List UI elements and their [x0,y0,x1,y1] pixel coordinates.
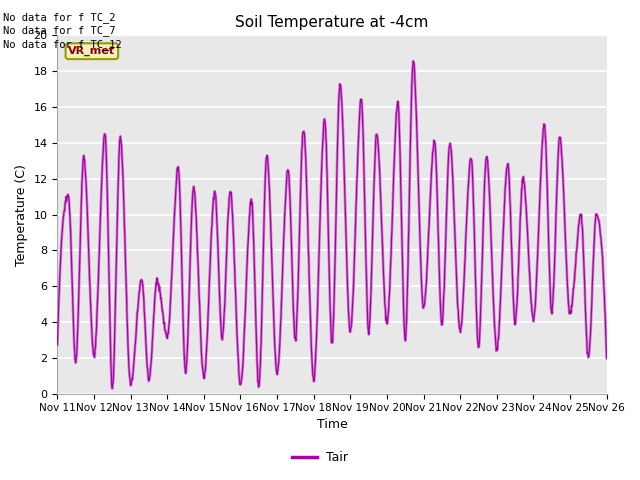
Text: No data for f TC_12: No data for f TC_12 [3,39,122,50]
Legend: Tair: Tair [287,446,353,469]
Text: VR_met: VR_met [68,46,115,56]
X-axis label: Time: Time [317,419,348,432]
Y-axis label: Temperature (C): Temperature (C) [15,164,28,265]
Text: No data for f TC_2: No data for f TC_2 [3,12,116,23]
Text: No data for f TC_7: No data for f TC_7 [3,25,116,36]
Title: Soil Temperature at -4cm: Soil Temperature at -4cm [236,15,429,30]
